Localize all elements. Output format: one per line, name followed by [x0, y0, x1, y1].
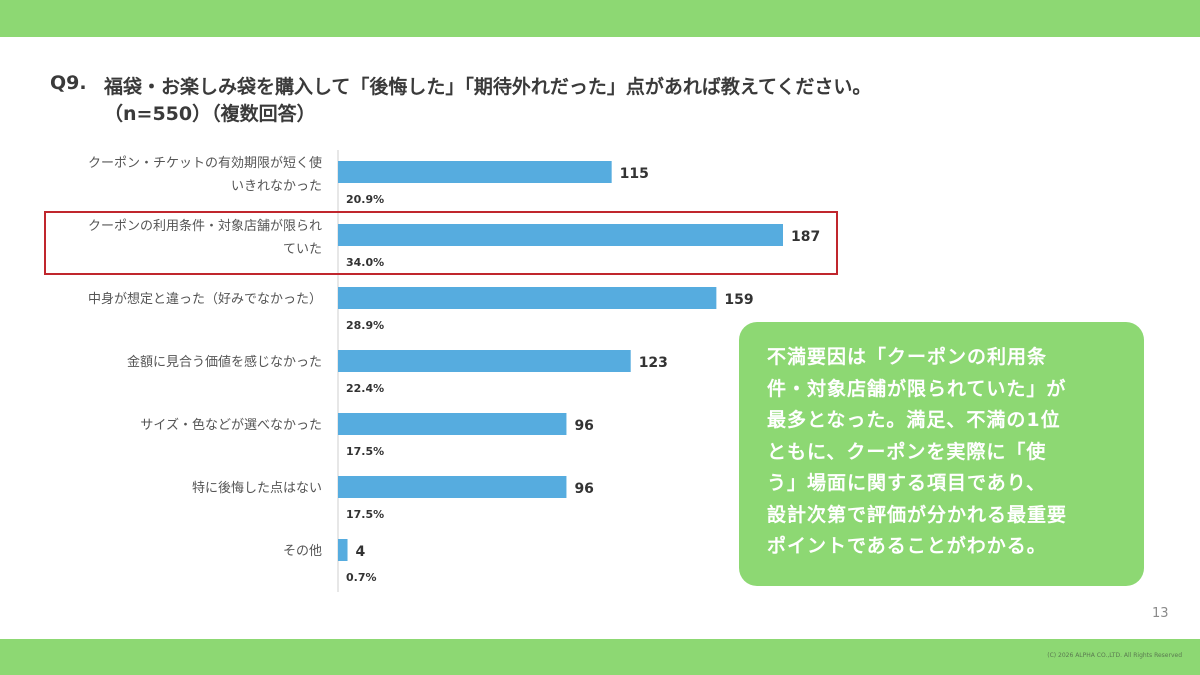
callout-line: 件・対象店舗が限られていた」が	[767, 377, 1067, 400]
question-subtext: （n=550）（複数回答）	[104, 103, 316, 125]
copyright: (C) 2026 ALPHA CO.,LTD. All Rights Reser…	[1047, 652, 1182, 659]
summary-callout: 不満要因は「クーポンの利用条 件・対象店舗が限られていた」が 最多となった。満足、不…	[739, 322, 1144, 586]
bar	[338, 224, 783, 246]
category-label: いきれなかった	[231, 179, 322, 194]
value-label: 123	[639, 355, 668, 371]
callout-line: 最多となった。満足、不満の1位	[767, 409, 1061, 431]
category-label: クーポンの利用条件・対象店舗が限られ	[88, 218, 322, 234]
value-label: 159	[724, 292, 753, 308]
category-label: ていた	[283, 242, 322, 257]
bar	[338, 287, 717, 309]
value-label: 96	[574, 418, 593, 434]
percent-label: 22.4%	[346, 382, 384, 395]
bar	[338, 539, 348, 561]
callout-line: う」場面に関する項目であり、	[767, 472, 1047, 494]
value-label: 115	[620, 166, 649, 182]
value-label: 4	[356, 544, 366, 560]
percent-label: 20.9%	[346, 193, 384, 206]
category-label: 中身が想定と違った（好みでなかった）	[88, 291, 322, 307]
bar	[338, 350, 631, 372]
category-label: 金額に見合う価値を感じなかった	[127, 354, 322, 370]
category-label: サイズ・色などが選べなかった	[140, 417, 322, 433]
bar	[338, 476, 567, 498]
callout-line: ともに、クーポンを実際に「使	[767, 440, 1047, 463]
percent-label: 28.9%	[346, 319, 384, 332]
bottom-band	[0, 639, 1200, 675]
value-label: 96	[574, 481, 593, 497]
percent-label: 0.7%	[346, 571, 377, 584]
callout-line: 不満要因は「クーポンの利用条	[767, 346, 1048, 368]
category-label: その他	[283, 544, 322, 559]
percent-label: 34.0%	[346, 256, 384, 269]
callout-line: ポイントであることがわかる。	[767, 535, 1047, 557]
question-text: 福袋・お楽しみ袋を購入して「後悔した」「期待外れだった」点があれば教えてください…	[104, 76, 872, 98]
page-number: 13	[1152, 606, 1169, 621]
category-label: 特に後悔した点はない	[192, 481, 322, 496]
value-label: 187	[791, 229, 820, 245]
percent-label: 17.5%	[346, 445, 384, 458]
bar	[338, 161, 612, 183]
top-band	[0, 0, 1200, 37]
callout-line: 設計次第で評価が分かれる最重要	[767, 503, 1068, 526]
question-number: Q9.	[50, 72, 87, 94]
category-label: クーポン・チケットの有効期限が短く使	[88, 155, 322, 171]
bar	[338, 413, 567, 435]
highlight-box	[44, 211, 838, 275]
percent-label: 17.5%	[346, 508, 384, 521]
